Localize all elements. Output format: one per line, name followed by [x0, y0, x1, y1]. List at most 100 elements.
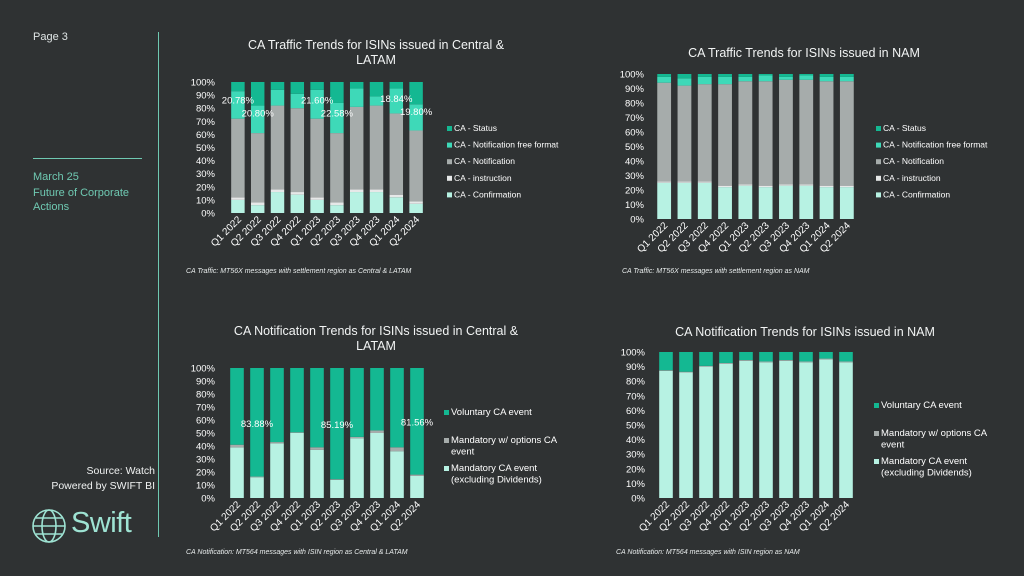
bar-segment: [390, 368, 404, 448]
bar-segment: [719, 363, 733, 498]
bar-segment: [290, 368, 304, 433]
bar-segment: [779, 360, 793, 361]
bar-segment: [677, 181, 692, 183]
bar-segment: [758, 75, 773, 82]
bar-segment: [799, 352, 813, 362]
y-tick-label: 60%: [625, 128, 645, 139]
bar-segment: [779, 352, 793, 361]
horizontal-divider: [33, 158, 142, 159]
legend-swatch: [447, 175, 452, 181]
report-subtitle: Future of Corporate Actions: [33, 187, 129, 213]
bar-segment: [231, 82, 245, 92]
bar-segment: [290, 194, 305, 213]
bar-segment: [250, 202, 265, 206]
bar-segment: [819, 81, 834, 186]
footnote-notification-nam: CA Notification: MT564 messages with ISI…: [616, 549, 800, 556]
bar-segment: [779, 74, 793, 77]
bar-segment: [350, 438, 364, 498]
bar-segment: [657, 74, 672, 77]
y-tick-label: 80%: [626, 377, 646, 388]
bar-segment: [738, 76, 753, 82]
bar-segment: [270, 89, 285, 106]
bar-segment: [410, 474, 424, 476]
legend-swatch: [444, 410, 449, 415]
bar-segment: [738, 185, 753, 219]
bar-segment: [759, 352, 773, 362]
footnote-traffic-nam: CA Traffic: MT56X messages with settleme…: [622, 268, 810, 275]
bar-segment: [819, 187, 834, 219]
bar-segment: [718, 185, 732, 188]
bar-segment: [310, 447, 324, 450]
bar-segment: [779, 184, 793, 186]
swift-logo: Swift: [31, 507, 141, 545]
bar-segment: [330, 479, 344, 480]
y-tick-label: 50%: [625, 142, 645, 153]
legend-label: Voluntary CA event: [881, 400, 962, 411]
legend-swatch: [874, 459, 879, 464]
legend-label: CA - Confirmation: [454, 189, 521, 199]
bar-segment: [370, 430, 384, 433]
bar-segment: [330, 133, 344, 203]
data-label: 19.80%: [400, 107, 433, 118]
data-label: 21.60%: [301, 95, 334, 106]
bar-segment: [410, 475, 424, 498]
bar-segment: [839, 361, 853, 363]
bar-segment: [779, 76, 793, 80]
bar-segment: [657, 82, 672, 182]
legend-label: CA - Status: [883, 123, 926, 133]
bar-segment: [330, 205, 344, 213]
legend-label: event: [881, 440, 905, 451]
bar-segment: [230, 368, 244, 445]
page-number: Page 3: [33, 31, 68, 43]
bar-segment: [839, 81, 854, 186]
y-tick-label: 100%: [620, 70, 645, 81]
y-tick-label: 10%: [196, 195, 216, 206]
legend-swatch: [447, 126, 452, 131]
bar-segment: [738, 184, 753, 186]
y-tick-label: 70%: [196, 403, 216, 414]
bar-segment: [799, 362, 813, 498]
y-tick-label: 50%: [626, 421, 646, 432]
data-label: 20.80%: [242, 108, 275, 119]
data-label: 83.88%: [241, 419, 274, 430]
bar-segment: [839, 187, 854, 219]
legend-swatch: [876, 126, 881, 131]
report-date: March 25: [33, 171, 79, 183]
bar-segment: [799, 75, 814, 80]
bar-segment: [679, 352, 693, 372]
bar-segment: [330, 82, 344, 103]
bar-segment: [779, 79, 793, 185]
bar-segment: [409, 82, 423, 105]
bar-segment: [657, 76, 672, 83]
bar-segment: [350, 368, 364, 437]
bar-segment: [349, 189, 364, 193]
bar-segment: [657, 182, 672, 219]
y-tick-label: 50%: [196, 143, 216, 154]
vertical-divider: [158, 32, 159, 537]
data-label: 85.19%: [321, 420, 354, 431]
bar-segment: [389, 194, 404, 198]
chart-title: LATAM: [356, 339, 396, 353]
legend-swatch: [444, 466, 449, 471]
bar-segment: [839, 185, 854, 188]
bar-segment: [369, 105, 384, 190]
bar-segment: [719, 352, 733, 363]
bar-segment: [349, 192, 364, 213]
powered-by-line: Powered by SWIFT BI: [51, 480, 155, 492]
bar-segment: [310, 89, 324, 119]
bar-segment: [250, 476, 264, 478]
legend-label: CA - Notification: [454, 156, 515, 166]
y-tick-label: 70%: [196, 117, 216, 128]
logo-wordmark: Swift: [71, 507, 132, 539]
bar-segment: [819, 358, 833, 360]
bar-segment: [718, 76, 732, 85]
bar-segment: [231, 199, 245, 213]
bar-segment: [779, 360, 793, 498]
y-tick-label: 60%: [196, 130, 216, 141]
bar-segment: [759, 361, 773, 363]
bar-segment: [839, 74, 854, 77]
bar-segment: [738, 74, 753, 77]
